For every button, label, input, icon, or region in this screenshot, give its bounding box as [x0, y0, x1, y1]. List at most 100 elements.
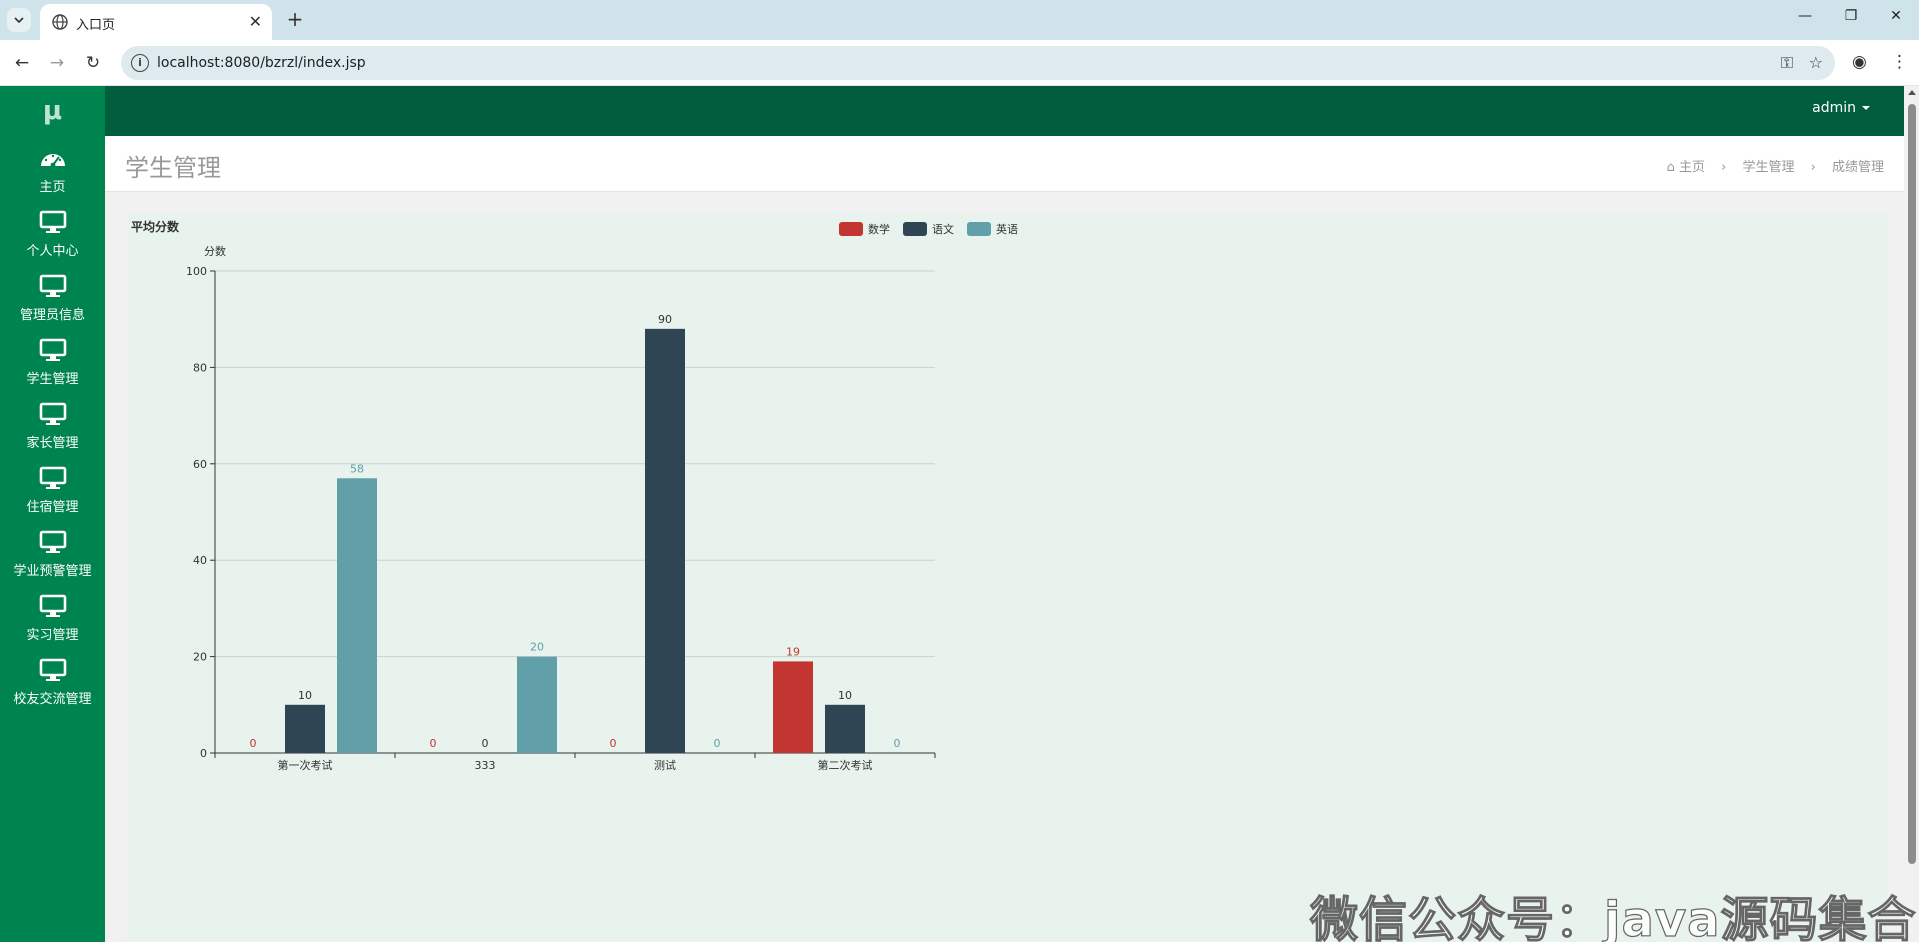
data-label: 20 — [530, 641, 544, 654]
username: admin — [1812, 100, 1856, 116]
url-text: localhost:8080/bzrzl/index.jsp — [157, 55, 366, 71]
monitor-icon — [39, 274, 66, 297]
tab-title: 入口页 — [76, 18, 116, 33]
monitor-icon — [39, 402, 66, 425]
data-label: 0 — [894, 737, 901, 750]
sidebar-item-label: 家长管理 — [26, 436, 79, 451]
sidebar-item-6[interactable]: 学业预警管理 — [0, 530, 105, 592]
dashboard-icon — [40, 154, 65, 168]
sidebar-item-label: 管理员信息 — [19, 308, 85, 323]
breadcrumb-current: 成绩管理 — [1831, 160, 1884, 175]
bar-语文 — [645, 328, 685, 753]
sidebar-item-5[interactable]: 住宿管理 — [0, 466, 105, 528]
monitor-icon — [39, 466, 66, 489]
monitor-icon — [39, 658, 66, 681]
chevron-down-icon — [14, 17, 24, 23]
y-tick-label: 100 — [186, 265, 207, 278]
y-tick-label: 80 — [193, 361, 207, 374]
y-tick-label: 20 — [193, 651, 207, 664]
data-label: 19 — [786, 645, 800, 658]
site-info-icon[interactable]: i — [131, 54, 149, 72]
legend-label: 语文 — [932, 222, 954, 236]
data-label: 0 — [714, 737, 721, 750]
bar-语文 — [825, 704, 865, 753]
legend-label: 数学 — [868, 222, 890, 236]
monitor-icon — [39, 338, 66, 361]
app: μ 主页 个人中心 管理员信息 学生管理 家长管理 住宿管理 学业预警管理 实习管理 校友交流管… — [0, 86, 1919, 942]
page-header: 学生管理 ⌂ 主页 › 学生管理 › 成绩管理 — [105, 136, 1904, 192]
chart-title: 平均分数 — [131, 219, 180, 234]
data-label: 58 — [350, 462, 364, 475]
x-tick-label: 333 — [475, 759, 496, 772]
legend-swatch — [903, 222, 927, 236]
user-menu[interactable]: admin — [1812, 100, 1870, 116]
restore-button[interactable]: ❐ — [1844, 8, 1858, 24]
legend-swatch — [967, 222, 991, 236]
monitor-icon — [39, 210, 66, 233]
caret-down-icon — [1862, 106, 1870, 110]
scrollbar-thumb[interactable] — [1908, 104, 1916, 864]
breadcrumb-home[interactable]: 主页 — [1678, 160, 1705, 175]
y-axis-label: 分数 — [204, 245, 226, 258]
bar-英语 — [517, 656, 557, 753]
data-label: 0 — [610, 737, 617, 750]
globe-icon — [52, 14, 68, 30]
sidebar-item-label: 校友交流管理 — [13, 692, 92, 707]
chart-panel: 平均分数 分数 0 20 40 60 80 100 第一次考试 333 测试 第二次考试 0 0 0 19 10… — [127, 213, 1887, 942]
x-tick-label: 第一次考试 — [278, 758, 333, 772]
sidebar-item-8[interactable]: 校友交流管理 — [0, 658, 105, 720]
sidebar-item-label: 学生管理 — [26, 372, 79, 387]
logo: μ — [42, 96, 63, 126]
close-tab-icon[interactable]: ✕ — [248, 12, 262, 31]
sidebar-item-0[interactable]: 主页 — [0, 146, 105, 208]
monitor-icon — [39, 594, 66, 617]
sidebar-item-1[interactable]: 个人中心 — [0, 210, 105, 272]
data-label: 0 — [430, 737, 437, 750]
tab-list-button[interactable] — [7, 8, 31, 32]
menu-icon[interactable]: ⋮ — [1891, 52, 1908, 72]
bookmark-star-icon[interactable]: ☆ — [1808, 53, 1823, 72]
data-label: 0 — [482, 737, 489, 750]
main-content: 平均分数 分数 0 20 40 60 80 100 第一次考试 333 测试 第二次考试 0 0 0 19 10… — [105, 193, 1904, 942]
key-icon[interactable]: ⚿ — [1780, 53, 1793, 72]
y-tick-label: 40 — [193, 554, 207, 567]
sidebar: μ 主页个人中心管理员信息学生管理家长管理住宿管理学业预警管理 实习管理校友交流管… — [0, 86, 105, 942]
sidebar-item-label: 实习管理 — [26, 628, 79, 643]
reload-button[interactable]: ↻ — [85, 53, 101, 73]
sidebar-item-4[interactable]: 家长管理 — [0, 402, 105, 464]
browser-tab[interactable]: 入口页 ✕ — [40, 4, 272, 40]
minimize-button[interactable]: — — [1798, 8, 1812, 24]
sidebar-item-3[interactable]: 学生管理 — [0, 338, 105, 400]
y-tick-label: 0 — [200, 747, 207, 760]
sidebar-item-7[interactable]: 实习管理 — [0, 594, 105, 656]
bar-英语 — [337, 478, 377, 753]
back-button[interactable]: ← — [14, 53, 30, 73]
bar-语文 — [285, 704, 325, 753]
forward-button[interactable]: → — [49, 53, 65, 73]
data-label: 10 — [298, 689, 312, 702]
breadcrumb: ⌂ 主页 › 学生管理 › 成绩管理 — [1667, 156, 1884, 175]
y-tick-label: 60 — [193, 458, 207, 471]
sidebar-item-label: 住宿管理 — [26, 500, 79, 515]
x-tick-label: 第二次考试 — [818, 758, 873, 772]
browser-tabbar: 入口页 ✕ + — ❐ ✕ — [0, 0, 1919, 40]
new-tab-button[interactable]: + — [286, 7, 304, 31]
sidebar-item-label: 主页 — [39, 180, 66, 195]
profile-icon[interactable]: ◉ — [1852, 52, 1867, 72]
breadcrumb-separator: › — [1810, 160, 1816, 175]
breadcrumb-student[interactable]: 学生管理 — [1742, 160, 1795, 175]
address-bar[interactable]: i localhost:8080/bzrzl/index.jsp ⚿ ☆ — [121, 46, 1835, 80]
sidebar-item-2[interactable]: 管理员信息 — [0, 274, 105, 336]
page-scrollbar[interactable] — [1904, 86, 1919, 942]
browser-toolbar: ← → ↻ i localhost:8080/bzrzl/index.jsp ⚿… — [0, 40, 1919, 86]
watermark: 微信公众号：java源码集合 — [1309, 891, 1917, 942]
data-label: 90 — [658, 313, 672, 326]
page-title: 学生管理 — [125, 154, 221, 182]
close-window-button[interactable]: ✕ — [1890, 8, 1902, 24]
scroll-up-icon[interactable] — [1908, 90, 1916, 95]
legend-label: 英语 — [996, 222, 1018, 236]
x-tick-label: 测试 — [654, 759, 676, 772]
sidebar-item-label: 个人中心 — [26, 244, 79, 259]
sidebar-item-label: 学业预警管理 — [13, 564, 92, 579]
